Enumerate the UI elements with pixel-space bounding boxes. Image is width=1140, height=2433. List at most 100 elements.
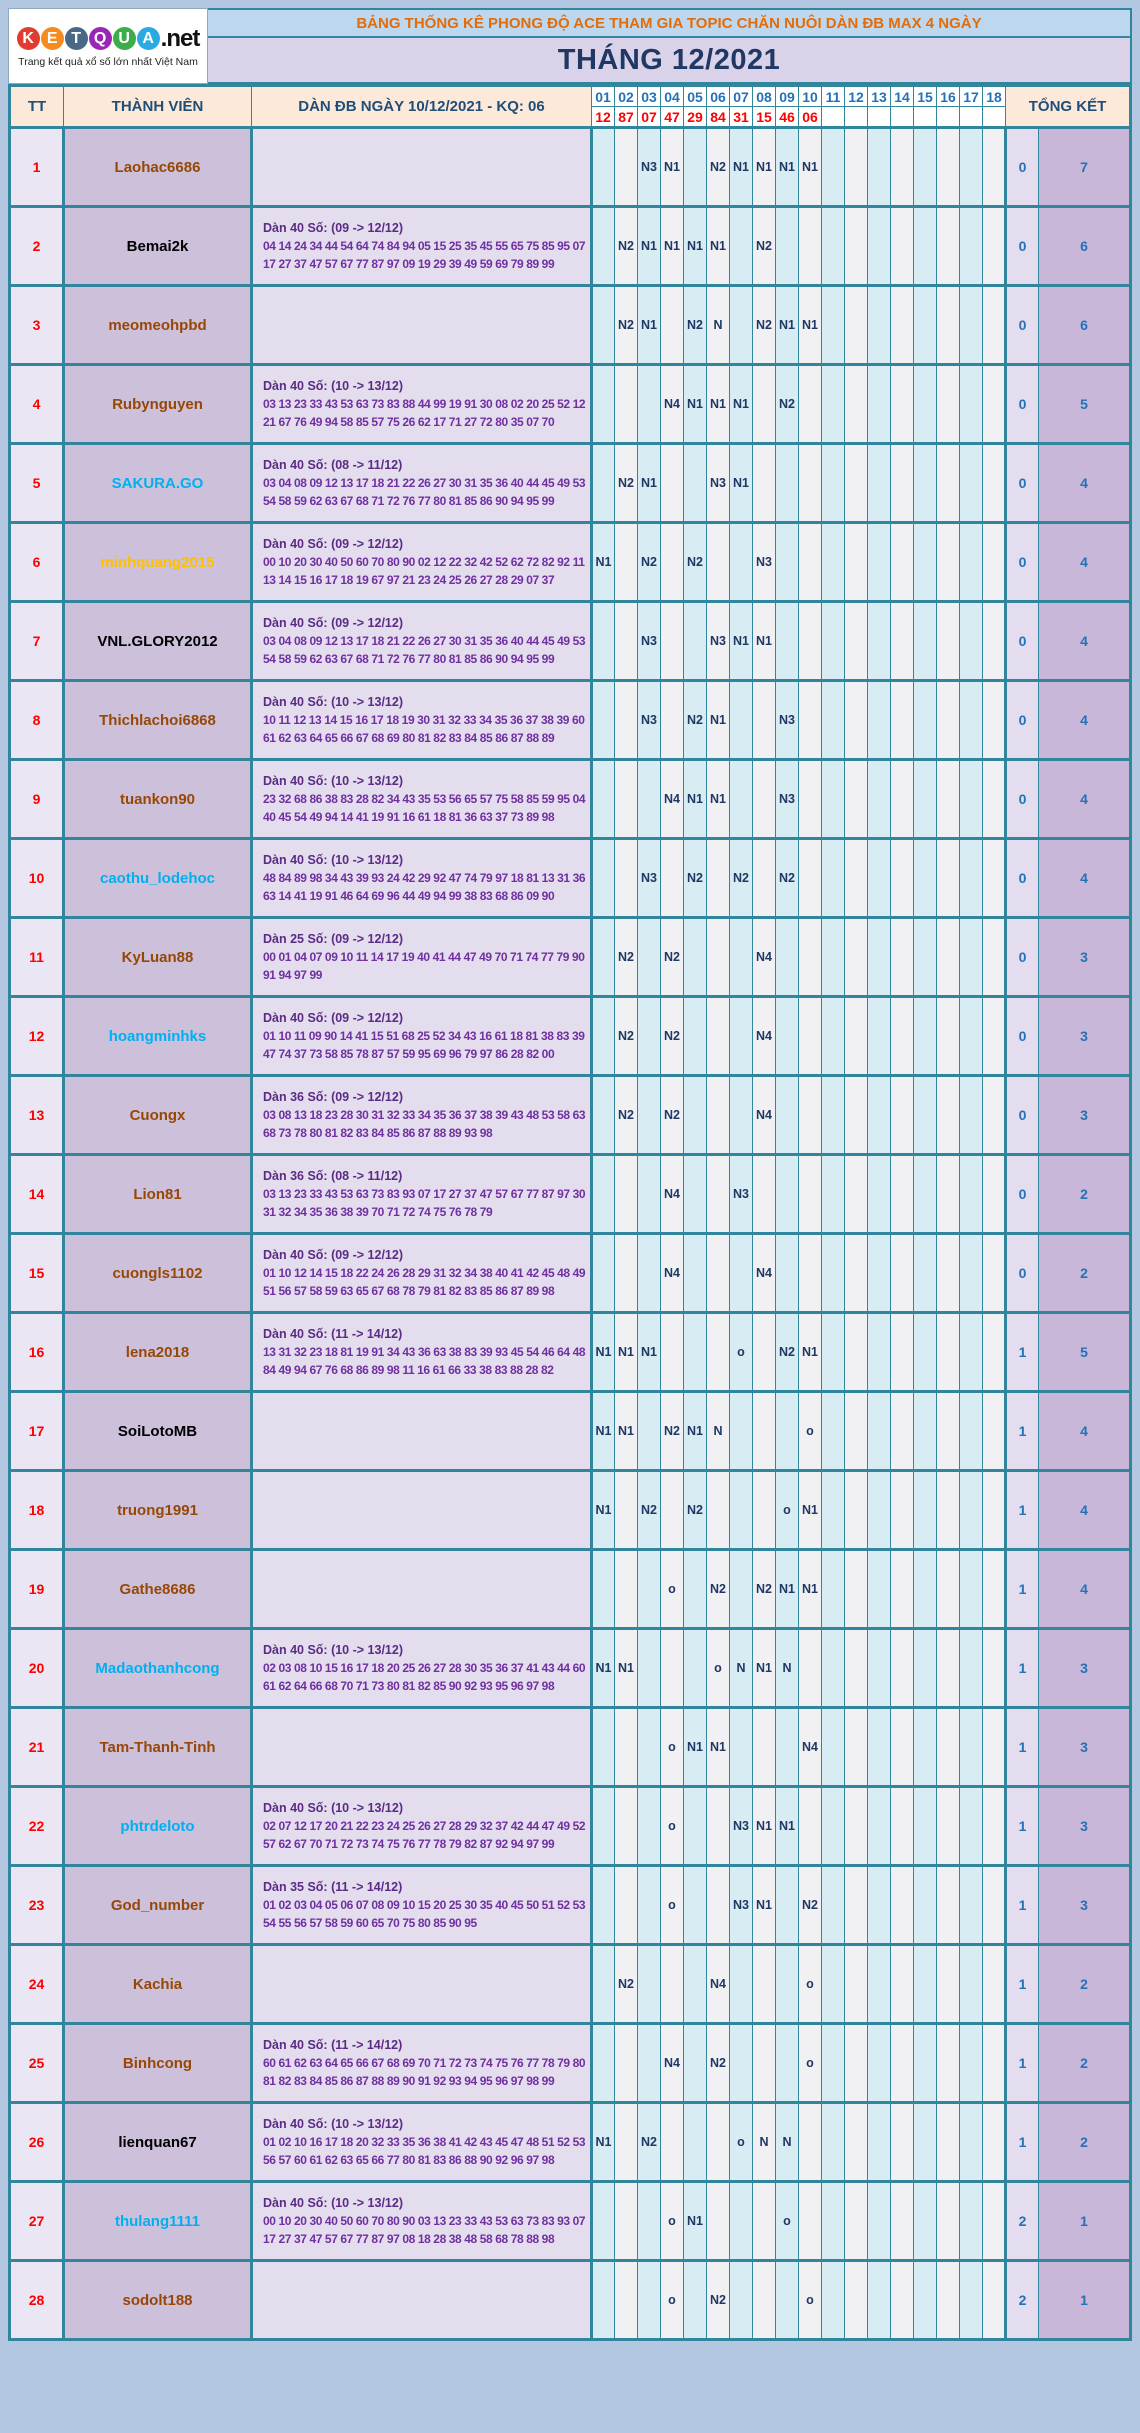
grid-cell	[982, 916, 1006, 997]
grid-cell: N1	[683, 758, 707, 839]
dan-cell: Dàn 40 Số: (11 -> 14/12) 13 31 32 23 18 …	[250, 1311, 593, 1392]
dan-line1: 01 02 10 16 17 18 20 32 33 35 36 38 41 4…	[263, 2135, 586, 2149]
grid-cell	[959, 126, 983, 207]
grid-cell	[959, 2101, 983, 2182]
dan-line2: 63 14 41 19 91 46 64 69 96 44 49 94 99 3…	[263, 889, 555, 903]
dan-line1: 00 10 20 30 40 50 60 70 80 90 02 12 22 3…	[263, 555, 585, 569]
total-n-cell: 7	[1038, 126, 1131, 207]
total-o-cell: 0	[1004, 284, 1039, 365]
grid-cell: o	[798, 1390, 822, 1471]
grid-cell	[637, 363, 661, 444]
day-result-value	[844, 106, 868, 128]
grid-cell: N4	[660, 1232, 684, 1313]
dan-cell: Dàn 40 Số: (10 -> 13/12) 00 10 20 30 40 …	[250, 2180, 593, 2261]
grid-cell: N1	[706, 679, 730, 760]
total-n-cell: 4	[1038, 1390, 1131, 1471]
grid-cell	[775, 1153, 799, 1234]
grid-cell	[844, 2259, 868, 2340]
grid-cell	[890, 1943, 914, 2024]
total-o-cell: 1	[1004, 1627, 1039, 1708]
total-o-cell: 0	[1004, 521, 1039, 602]
grid-cell	[890, 837, 914, 918]
dan-label: Dàn 40 Số: (09 -> 12/12)	[263, 221, 403, 235]
total-n-cell: 2	[1038, 2022, 1131, 2103]
grid-cell: N1	[752, 126, 776, 207]
grid-cell	[729, 1469, 753, 1550]
grid-cell	[913, 2022, 937, 2103]
grid-cell	[890, 126, 914, 207]
member-name: sodolt188	[62, 2259, 252, 2340]
grid-cell	[706, 837, 730, 918]
grid-cell	[890, 1627, 914, 1708]
grid-cell: N1	[775, 1548, 799, 1629]
grid-cell	[936, 2180, 960, 2261]
dan-cell: Dàn 40 Số: (09 -> 12/12) 03 04 08 09 12 …	[250, 600, 593, 681]
row-number: 28	[8, 2259, 64, 2340]
table-row: 18 truong1991 N1 N2 N2 o N1 1 4	[8, 1469, 1131, 1550]
grid-cell: N2	[637, 521, 661, 602]
day-column-header: 02	[614, 85, 638, 107]
grid-cell	[591, 916, 615, 997]
grid-cell	[936, 2259, 960, 2340]
row-number: 21	[8, 1706, 64, 1787]
grid-cell	[798, 1074, 822, 1155]
grid-cell	[959, 442, 983, 523]
grid-cell	[844, 679, 868, 760]
table-row: 20 Madaothanhcong Dàn 40 Số: (10 -> 13/1…	[8, 1627, 1131, 1708]
day-column-header: 07	[729, 85, 753, 107]
grid-cell	[683, 1943, 707, 2024]
grid-cell	[821, 916, 845, 997]
grid-cell: N2	[637, 2101, 661, 2182]
grid-cell	[844, 2180, 868, 2261]
grid-cell	[591, 1232, 615, 1313]
dan-label: Dàn 40 Số: (10 -> 13/12)	[263, 2196, 403, 2210]
grid-cell	[913, 521, 937, 602]
dan-cell: Dàn 35 Số: (11 -> 14/12) 01 02 03 04 05 …	[250, 1864, 593, 1945]
grid-cell	[936, 837, 960, 918]
dan-label: Dàn 40 Số: (09 -> 12/12)	[263, 1248, 403, 1262]
grid-cell: N1	[637, 442, 661, 523]
grid-cell: N1	[706, 205, 730, 286]
grid-cell: N2	[775, 363, 799, 444]
row-number: 17	[8, 1390, 64, 1471]
grid-cell	[821, 995, 845, 1076]
day-result-value: 46	[775, 106, 799, 128]
grid-cell	[614, 2022, 638, 2103]
grid-cell	[614, 521, 638, 602]
row-number: 27	[8, 2180, 64, 2261]
total-n-cell: 5	[1038, 1311, 1131, 1392]
grid-cell	[752, 2180, 776, 2261]
grid-cell	[867, 284, 891, 365]
logo-letter-icon: U	[112, 27, 136, 50]
grid-cell	[844, 2101, 868, 2182]
grid-cell: N2	[683, 284, 707, 365]
grid-cell	[798, 679, 822, 760]
member-name: caothu_lodehoc	[62, 837, 252, 918]
day-result-value	[890, 106, 914, 128]
grid-cell	[913, 758, 937, 839]
row-number: 11	[8, 916, 64, 997]
grid-cell	[706, 1311, 730, 1392]
grid-cell	[798, 442, 822, 523]
grid-cell	[821, 1627, 845, 1708]
dan-label: Dàn 40 Số: (09 -> 12/12)	[263, 537, 403, 551]
grid-cell	[752, 1311, 776, 1392]
grid-cell	[959, 1864, 983, 1945]
grid-cell	[683, 1548, 707, 1629]
grid-cell	[798, 758, 822, 839]
row-number: 5	[8, 442, 64, 523]
grid-cell	[867, 1232, 891, 1313]
grid-cell	[821, 837, 845, 918]
grid-cell	[890, 363, 914, 444]
month-title: THÁNG 12/2021	[208, 38, 1130, 82]
dan-line2: 54 55 56 57 58 59 60 65 70 75 80 85 90 9…	[263, 1916, 477, 1930]
total-o-cell: 1	[1004, 2101, 1039, 2182]
grid-cell	[729, 995, 753, 1076]
grid-cell	[867, 2101, 891, 2182]
grid-cell	[660, 600, 684, 681]
grid-cell	[775, 1943, 799, 2024]
grid-cell	[913, 284, 937, 365]
grid-cell	[844, 126, 868, 207]
day-result-value	[821, 106, 845, 128]
grid-cell	[844, 363, 868, 444]
